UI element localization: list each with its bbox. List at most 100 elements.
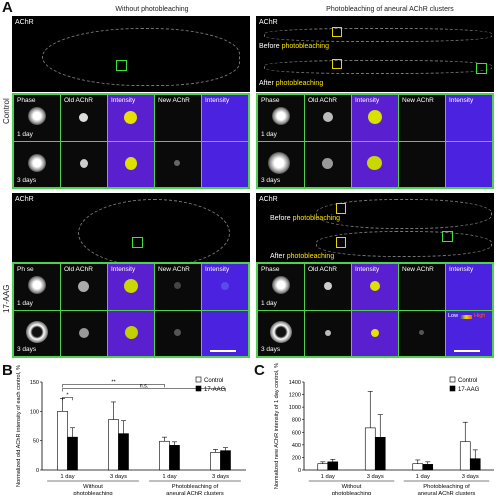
cell-new-achr: New AChR	[399, 264, 445, 310]
bar	[220, 450, 231, 471]
grid-17aag-left: Ph se 1 day Old AChR Intensity New AChR I…	[12, 262, 250, 358]
before-photobleaching-label: Before photobleaching	[259, 43, 330, 50]
cell-new-achr: New AChR	[155, 95, 201, 141]
y-tick-label: 50	[33, 439, 39, 445]
cell-new-achr	[399, 141, 445, 187]
cell-intensity: Intensity	[352, 264, 398, 310]
bar	[317, 463, 329, 471]
row-label-control: Control	[2, 98, 11, 124]
group-label: aneural AChR clusters	[418, 491, 476, 495]
cell-new-achr: New AChR	[399, 95, 445, 141]
overview-label: AChR	[15, 19, 34, 26]
cell-intensity-with-scale: Low High	[446, 310, 492, 356]
cell-intensity	[352, 310, 398, 356]
overview-label: AChR	[259, 196, 278, 203]
group-label: Photobleaching of	[172, 484, 219, 490]
panel-c-letter: C	[254, 362, 265, 379]
cell-intensity	[108, 310, 154, 356]
overview-17aag-left: AChR	[12, 193, 250, 271]
x-tick-label: 3 days	[110, 474, 127, 480]
significance-label: n.s.	[140, 383, 149, 389]
group-label: photobleaching	[73, 491, 112, 495]
y-tick-label: 0	[36, 468, 39, 474]
panel-a-letter: A	[2, 0, 13, 16]
cell-old-achr: Old AChR	[305, 95, 351, 141]
significance-label: *	[66, 392, 69, 398]
myotube-outline-before	[264, 28, 492, 42]
group-label: Photobleaching of	[423, 484, 470, 490]
cell-intensity: Intensity	[108, 264, 154, 310]
cell-old-achr	[61, 310, 107, 356]
chart-b: 0 50 100 150 Normalized old AChR intensity o…	[16, 365, 246, 495]
cell-old-achr: Old AChR	[61, 264, 107, 310]
intensity-scale-low: Low	[448, 312, 459, 319]
col-right-title: Photobleaching of aneural AChR clusters	[326, 6, 454, 13]
y-tick-label: 0	[298, 468, 301, 474]
bar	[67, 436, 78, 471]
overview-17aag-right: AChR Before photobleaching After photobl…	[256, 193, 494, 271]
cell-intensity: Intensity	[202, 95, 248, 141]
cell-new-achr	[155, 310, 201, 356]
y-tick-label: 600	[292, 430, 301, 436]
cell-intensity: Intensity	[446, 264, 492, 310]
overview-label: AChR	[259, 19, 278, 26]
cell-old-achr: Old AChR	[61, 95, 107, 141]
myotube-outline-after	[316, 231, 492, 257]
group-label: aneural AChR clusters	[166, 491, 224, 495]
legend-swatch	[195, 376, 202, 383]
cell-old-achr	[305, 141, 351, 187]
bar	[422, 464, 434, 471]
group-label: Without	[83, 484, 103, 490]
myotube-outline	[78, 199, 230, 267]
cell-intensity: Intensity	[202, 264, 248, 310]
cell-intensity	[352, 141, 398, 187]
cell-phase: 3 days	[258, 310, 304, 356]
y-tick-label: 150	[30, 380, 39, 386]
cell-phase: Ph se 1 day	[14, 264, 60, 310]
bar	[118, 433, 129, 471]
grid-control-left: Phase 1 day Old AChR Intensity New AChR I…	[12, 93, 250, 189]
cell-new-achr	[399, 310, 445, 356]
cell-old-achr	[305, 310, 351, 356]
myotube-outline-after	[264, 60, 492, 74]
bar	[108, 419, 119, 471]
cell-intensity	[202, 310, 248, 356]
row-label-17aag: 17-AAG	[2, 284, 11, 313]
panel-b-letter: B	[2, 362, 13, 379]
cell-new-achr	[155, 141, 201, 187]
cell-phase: 3 days	[258, 141, 304, 187]
group-label: Without	[342, 484, 362, 490]
cell-old-achr: Old AChR	[305, 264, 351, 310]
bar	[57, 411, 68, 471]
bar	[169, 445, 180, 471]
bar	[210, 452, 221, 471]
y-tick-label: 1400	[289, 380, 301, 386]
legend-swatch	[449, 376, 456, 383]
intensity-scale-high: High	[474, 312, 486, 319]
bar	[364, 427, 376, 471]
x-tick-label: 1 day	[321, 474, 335, 480]
cell-phase: Phase 1 day	[258, 264, 304, 310]
bleach-box	[336, 203, 346, 214]
cell-intensity	[202, 141, 248, 187]
y-tick-label: 1200	[289, 393, 301, 399]
roi-box	[476, 63, 487, 74]
myotube-outline	[42, 28, 240, 86]
bar	[374, 437, 386, 471]
cell-old-achr	[61, 141, 107, 187]
chart-c: 0 200 400 600 800 1000 1200 1400 Normalized new …	[274, 363, 494, 495]
bar	[412, 463, 424, 471]
roi-box	[116, 60, 127, 71]
x-tick-label: 1 day	[162, 474, 176, 480]
y-tick-label: 100	[30, 409, 39, 415]
x-tick-label: 3 days	[367, 474, 384, 480]
bleach-box	[332, 27, 342, 37]
intensity-colorbar	[460, 314, 472, 319]
after-photobleaching-label: After photobleaching	[259, 80, 324, 87]
significance-label: **	[111, 379, 116, 385]
overview-control-left: AChR	[12, 16, 250, 92]
group-label: photobleaching	[332, 491, 371, 495]
cell-phase: 3 days	[14, 310, 60, 356]
y-axis-label: Normalized old AChR intensity of each co…	[16, 365, 22, 487]
y-tick-label: 400	[292, 443, 301, 449]
